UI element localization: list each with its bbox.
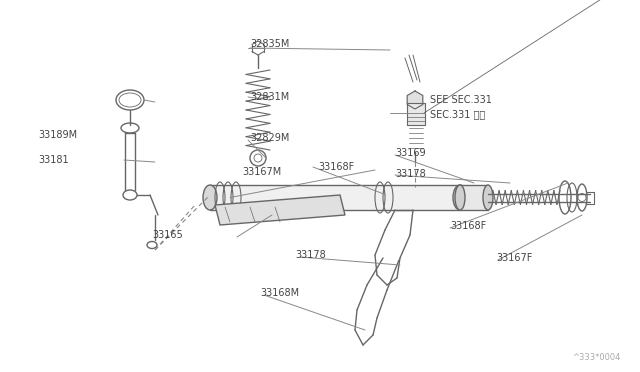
Ellipse shape	[203, 185, 217, 210]
Ellipse shape	[483, 185, 493, 210]
Text: 32835M: 32835M	[250, 39, 289, 49]
Text: 32831M: 32831M	[250, 92, 289, 102]
Bar	[460, 185, 488, 210]
Text: 33168M: 33168M	[260, 288, 299, 298]
Text: 33178: 33178	[295, 250, 326, 260]
Bar	[407, 103, 425, 125]
Text: 33181: 33181	[38, 155, 68, 165]
Text: 33169: 33169	[395, 148, 426, 158]
Text: ^333*0004: ^333*0004	[572, 353, 620, 362]
Bar	[210, 185, 460, 210]
Text: 33167F: 33167F	[496, 253, 532, 263]
Ellipse shape	[453, 185, 467, 210]
Text: 33168F: 33168F	[450, 221, 486, 231]
Text: SEE SEC.331: SEE SEC.331	[430, 95, 492, 105]
Text: 33178: 33178	[395, 169, 426, 179]
Text: 33167M: 33167M	[242, 167, 281, 177]
Polygon shape	[215, 195, 345, 225]
Text: 32829M: 32829M	[250, 133, 289, 143]
Text: 33165: 33165	[152, 230, 183, 240]
Text: SEC.331 参照: SEC.331 参照	[430, 109, 485, 119]
Ellipse shape	[455, 185, 465, 210]
Text: 33189M: 33189M	[38, 130, 77, 140]
Text: 33168F: 33168F	[318, 162, 355, 172]
Polygon shape	[407, 91, 423, 109]
